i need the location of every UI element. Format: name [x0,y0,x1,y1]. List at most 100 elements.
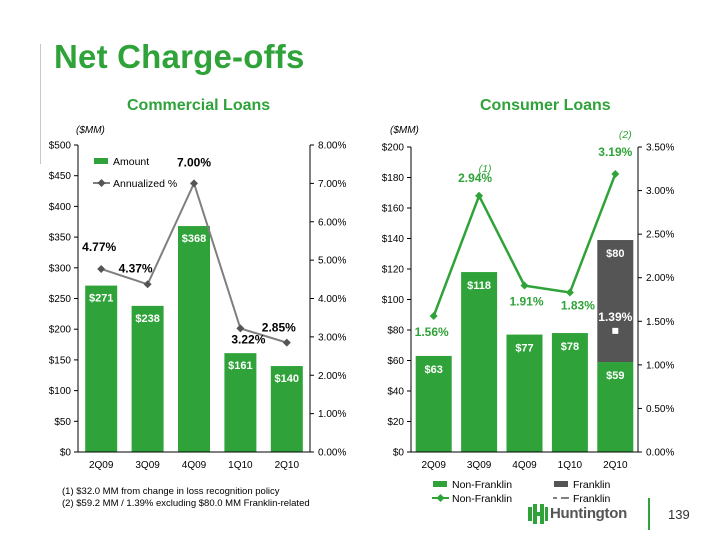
consumer-nonfranklin-label: 1.83% [561,299,595,313]
consumer-nonfranklin-bar-label: $78 [561,341,579,353]
consumer-annotation: (2) [619,129,632,141]
commercial-right-tick-label: 3.00% [318,332,346,343]
consumer-nonfranklin-label: 3.19% [598,145,632,159]
consumer-nonfranklin-point [611,170,620,179]
commercial-right-tick-label: 4.00% [318,294,346,305]
commercial-right-tick-label: 1.00% [318,409,346,420]
consumer-nonfranklin-point [475,191,484,200]
consumer-nonfranklin-bar [415,355,452,452]
commercial-amount-bar-label: $140 [275,373,299,385]
commercial-legend-amount-swatch [94,158,108,164]
title-accent-line [40,44,41,164]
commercial-x-tick-label: 2Q09 [89,460,114,471]
consumer-legend-nonfranklin-line-marker [436,494,445,502]
consumer-left-tick-label: $180 [382,173,405,184]
consumer-left-tick-label: $60 [387,356,404,367]
consumer-x-tick-label: 4Q09 [512,460,537,471]
commercial-amount-bar-label: $368 [182,233,206,245]
commercial-left-tick-label: $50 [54,417,71,428]
consumer-franklin-bar [597,240,634,363]
consumer-franklin-label: 1.39% [598,310,632,324]
commercial-right-tick-label: 0.00% [318,448,346,459]
commercial-annualized-label: 2.85% [262,321,296,335]
consumer-units-note: ($MM) [390,125,419,136]
commercial-x-tick-label: 3Q09 [135,460,160,471]
consumer-right-tick-label: 0.00% [646,448,674,459]
commercial-right-tick-label: 2.00% [318,371,346,382]
page-number-divider [648,498,650,530]
consumer-nonfranklin-bar [551,333,588,452]
commercial-chart-title: Commercial Loans [127,97,271,114]
consumer-legend-nonfranklin-bar-swatch [433,481,447,487]
commercial-amount-bar [85,285,118,452]
consumer-nonfranklin-bar [597,362,634,452]
consumer-left-tick-label: $100 [382,295,405,306]
huntington-logo-icon [528,504,548,524]
commercial-legend-amount-label: Amount [113,156,149,168]
consumer-franklin-bar-label: $80 [606,248,624,260]
commercial-right-tick-label: 7.00% [318,179,346,190]
commercial-left-tick-label: $400 [49,202,72,213]
consumer-nonfranklin-point [429,312,438,321]
consumer-legend-franklin-line-label: Franklin [573,493,611,505]
consumer-left-tick-label: $140 [382,234,405,245]
consumer-right-tick-label: 0.50% [646,404,674,415]
consumer-legend-franklin-bar-swatch [554,481,568,487]
consumer-left-tick-label: $120 [382,265,405,276]
consumer-chart-title: Consumer Loans [480,97,611,114]
commercial-annualized-label: 4.77% [82,240,116,254]
commercial-left-tick-label: $250 [49,294,72,305]
commercial-annualized-point [190,179,198,188]
commercial-right-tick-label: 5.00% [318,256,346,267]
consumer-nonfranklin-bar-label: $63 [425,364,443,376]
page-title: Net Charge-offs [54,38,305,75]
consumer-nonfranklin-point [565,288,574,297]
consumer-right-tick-label: 3.00% [646,186,674,197]
logo-text: Huntington [550,505,627,522]
commercial-annualized-label: 3.22% [231,332,265,346]
consumer-nonfranklin-bar-label: $77 [515,343,533,355]
commercial-annualized-point [282,338,291,347]
consumer-x-tick-label: 3Q09 [467,460,492,471]
commercial-annualized-label: 4.37% [119,261,153,275]
consumer-x-tick-label: 1Q10 [558,460,583,471]
consumer-nonfranklin-label: 2.94% [458,171,492,185]
commercial-amount-bar-label: $271 [89,293,113,305]
huntington-logo: Huntington [528,502,638,526]
consumer-nonfranklin-label: 1.56% [415,325,449,339]
commercial-left-tick-label: $300 [49,263,72,274]
commercial-annualized-label: 7.00% [177,155,211,169]
commercial-left-tick-label: $0 [60,448,72,459]
consumer-right-tick-label: 3.50% [646,143,674,154]
commercial-amount-bar [270,366,303,452]
commercial-right-tick-label: 8.00% [318,141,346,152]
consumer-left-tick-label: $0 [393,448,405,459]
commercial-right-tick-label: 6.00% [318,217,346,228]
commercial-amount-bar [178,226,210,452]
consumer-left-tick-label: $80 [387,326,404,337]
commercial-left-tick-label: $500 [49,141,72,152]
consumer-left-tick-label: $40 [387,387,404,398]
commercial-annualized-point [236,324,245,333]
page-number: 139 [668,507,690,522]
consumer-legend-nonfranklin-bar-label: Non-Franklin [452,479,512,491]
commercial-legend-annualized-label: Annualized % [113,178,177,190]
consumer-nonfranklin-bar-label: $118 [467,280,491,292]
consumer-nonfranklin-bar [461,272,498,452]
commercial-units-note: ($MM) [76,125,105,136]
commercial-legend-annualized-marker [97,179,106,187]
consumer-nonfranklin-bar-label: $59 [606,370,624,382]
consumer-right-tick-label: 1.00% [646,360,674,371]
footnote-1: (1) $32.0 MM from change in loss recogni… [62,486,280,497]
commercial-annualized-point [143,280,152,289]
consumer-right-tick-label: 2.50% [646,230,674,241]
commercial-amount-bar-label: $161 [228,360,252,372]
consumer-left-tick-label: $160 [382,204,405,215]
consumer-right-tick-label: 2.00% [646,273,674,284]
consumer-x-tick-label: 2Q09 [421,460,446,471]
commercial-amount-bar-label: $238 [135,313,159,325]
commercial-x-tick-label: 2Q10 [275,460,300,471]
consumer-x-tick-label: 2Q10 [603,460,628,471]
commercial-left-tick-label: $150 [49,355,72,366]
